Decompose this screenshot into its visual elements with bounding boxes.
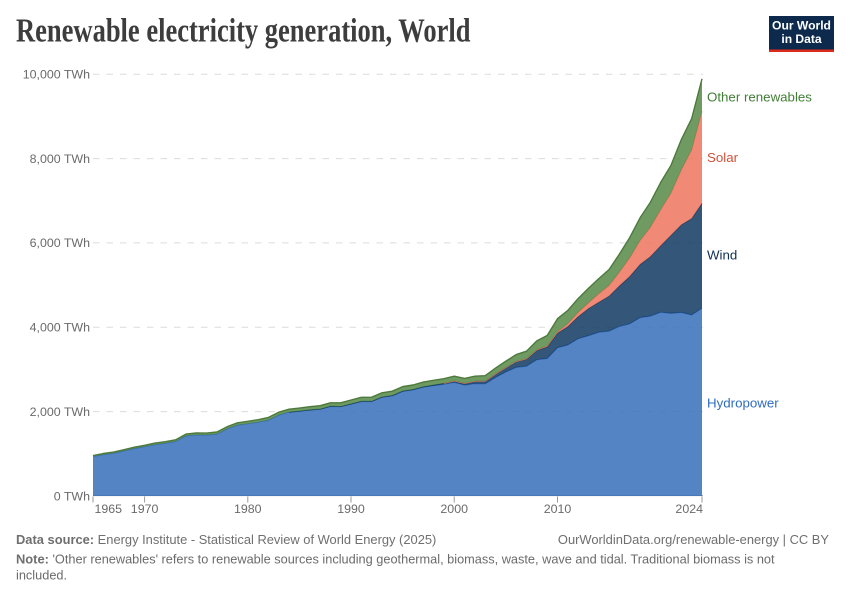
svg-text:Wind: Wind — [707, 248, 737, 263]
svg-text:6,000 TWh: 6,000 TWh — [30, 236, 90, 250]
svg-text:1990: 1990 — [337, 502, 365, 516]
svg-text:2010: 2010 — [544, 502, 572, 516]
svg-text:1970: 1970 — [131, 502, 159, 516]
svg-text:Hydropower: Hydropower — [707, 396, 779, 411]
svg-text:1965: 1965 — [95, 502, 123, 516]
svg-text:in Data: in Data — [781, 32, 822, 46]
svg-text:2,000 TWh: 2,000 TWh — [30, 405, 90, 419]
svg-text:2024: 2024 — [675, 502, 703, 516]
svg-text:0 TWh: 0 TWh — [54, 489, 90, 503]
svg-text:included.: included. — [16, 568, 67, 583]
svg-text:Other renewables: Other renewables — [707, 90, 812, 105]
svg-text:10,000 TWh: 10,000 TWh — [23, 68, 90, 82]
svg-text:Renewable electricity generati: Renewable electricity generation, World — [16, 11, 471, 49]
svg-text:OurWorldinData.org/renewable-e: OurWorldinData.org/renewable-energy | CC… — [558, 532, 829, 547]
svg-text:Data source: Energy Institute: Data source: Energy Institute - Statisti… — [16, 532, 436, 547]
svg-text:Solar: Solar — [707, 150, 739, 165]
svg-text:4,000 TWh: 4,000 TWh — [30, 321, 90, 335]
svg-text:Note: 'Other renewables' refer: Note: 'Other renewables' refers to renew… — [16, 552, 775, 567]
svg-text:2000: 2000 — [440, 502, 468, 516]
svg-text:1980: 1980 — [234, 502, 262, 516]
svg-text:Our World: Our World — [772, 19, 831, 33]
svg-text:8,000 TWh: 8,000 TWh — [30, 152, 90, 166]
